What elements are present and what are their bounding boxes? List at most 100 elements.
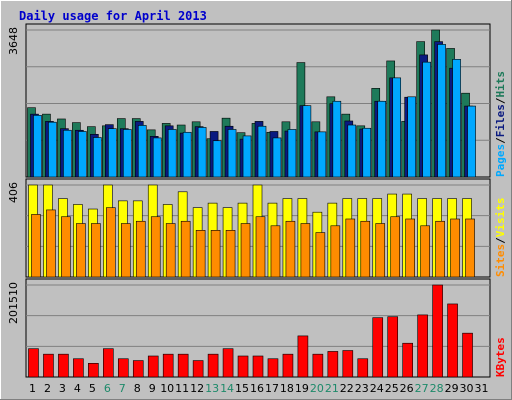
bar-pages-day-4 [78,131,87,178]
day-label-23: 23 [355,382,369,395]
legend-hits: Hits [494,71,507,98]
bar-kbytes-day-20 [312,353,324,378]
bar-kbytes-day-11 [177,353,189,378]
bar-sites-day-13 [210,230,221,278]
bar-sites-day-7 [120,223,131,278]
bar-pages-day-18 [287,129,297,178]
day-label-15: 15 [235,382,249,395]
bar-sites-day-20 [315,232,326,278]
bar-kbytes-day-29 [447,303,458,378]
panel-bot-legend: KBytes [494,337,507,377]
bar-sites-day-28 [435,220,445,278]
bar-pages-day-29 [452,59,461,178]
bar-pages-day-11 [182,131,192,178]
bar-sites-day-23 [360,220,371,278]
day-label-6: 6 [104,382,111,395]
bar-pages-day-1 [33,115,42,178]
day-label-30: 30 [460,382,474,395]
legend-separator: / [494,237,507,244]
bar-sites-day-27 [420,225,430,278]
bar-sites-day-3 [61,216,71,278]
panel-top-legend: Pages/Files/Hits [494,71,507,177]
day-label-29: 29 [445,382,459,395]
legend-visits: Visits [494,198,507,238]
bar-sites-day-5 [91,223,101,278]
bar-kbytes-day-21 [327,351,339,378]
bar-sites-day-12 [195,230,206,278]
bar-pages-day-30 [467,105,476,178]
day-label-24: 24 [370,382,384,395]
panel-bot: 201510 KBytes [7,278,507,378]
day-label-12: 12 [190,382,204,395]
bar-pages-day-24 [377,100,387,178]
bar-kbytes-day-27 [417,314,428,378]
bar-sites-day-29 [450,218,460,278]
day-label-18: 18 [280,382,294,395]
bar-pages-day-16 [257,125,267,178]
bar-kbytes-day-30 [462,332,473,378]
day-label-28: 28 [430,382,444,395]
bar-pages-day-15 [242,135,252,178]
day-label-10: 10 [160,382,174,395]
bar-kbytes-day-10 [162,353,174,378]
bar-sites-day-18 [285,220,296,278]
bar-pages-day-10 [167,129,177,178]
chart-panels: 3648Pages/Files/Hits406Sites/Visits20151… [7,23,507,378]
bar-sites-day-25 [390,216,401,278]
bar-sites-day-16 [255,216,266,278]
legend-pages: Pages [494,144,507,177]
bar-sites-day-11 [180,220,191,278]
bar-sites-day-26 [405,218,415,278]
bar-sites-day-9 [150,216,161,278]
panel-mid: 406 Sites/Visits [7,178,507,278]
bar-kbytes-day-17 [267,358,279,378]
panel-bot-ymax-label: 201510 [7,282,20,324]
bar-sites-day-6 [106,207,116,278]
bar-pages-day-23 [362,127,372,178]
bar-pages-day-19 [302,105,312,178]
day-label-8: 8 [134,382,141,395]
day-label-13: 13 [205,382,219,395]
day-label-11: 11 [175,382,189,395]
day-label-22: 22 [340,382,354,395]
day-label-2: 2 [44,382,51,395]
bar-kbytes-day-23 [357,358,369,378]
bar-pages-day-21 [332,100,342,178]
bar-pages-day-12 [197,127,207,178]
bar-pages-day-17 [272,137,282,178]
panel-top-ymax-label: 3648 [7,27,20,55]
bar-kbytes-day-16 [252,355,264,378]
bar-kbytes-day-14 [222,348,234,378]
bar-pages-day-22 [347,124,357,178]
bar-kbytes-day-12 [192,360,204,378]
bar-kbytes-day-15 [237,355,249,378]
bar-sites-day-4 [76,223,86,278]
bar-pages-day-3 [63,129,72,178]
day-label-9: 9 [149,382,156,395]
day-label-27: 27 [415,382,429,395]
bar-pages-day-25 [392,77,402,178]
bar-sites-day-1 [31,214,41,278]
bar-sites-day-30 [465,218,475,278]
day-label-31: 31 [475,382,489,395]
bar-pages-day-28 [437,44,446,178]
legend-separator: / [494,97,507,104]
bar-pages-day-8 [137,125,147,178]
bar-pages-day-26 [407,96,416,178]
bar-sites-day-14 [225,230,236,278]
legend-sites: Sites [494,244,507,277]
bar-kbytes-day-5 [88,363,99,378]
day-label-4: 4 [74,382,81,395]
bar-kbytes-day-19 [297,335,309,378]
bar-sites-day-24 [375,223,386,278]
bar-pages-day-7 [122,129,132,178]
legend-kbytes: KBytes [494,337,507,377]
bar-kbytes-day-2 [43,353,54,378]
bar-kbytes-day-9 [147,355,159,378]
bar-sites-day-8 [135,220,146,278]
bar-sites-day-2 [46,209,56,278]
bar-sites-day-17 [270,225,281,278]
panel-mid-legend: Sites/Visits [494,198,507,278]
bar-sites-day-22 [345,218,356,278]
day-axis: 1 2 3 4 5 6 7 8 9 10 11 12 13 14 15 16 17 18 19 20 21 22 23 24 2… [29,382,489,395]
